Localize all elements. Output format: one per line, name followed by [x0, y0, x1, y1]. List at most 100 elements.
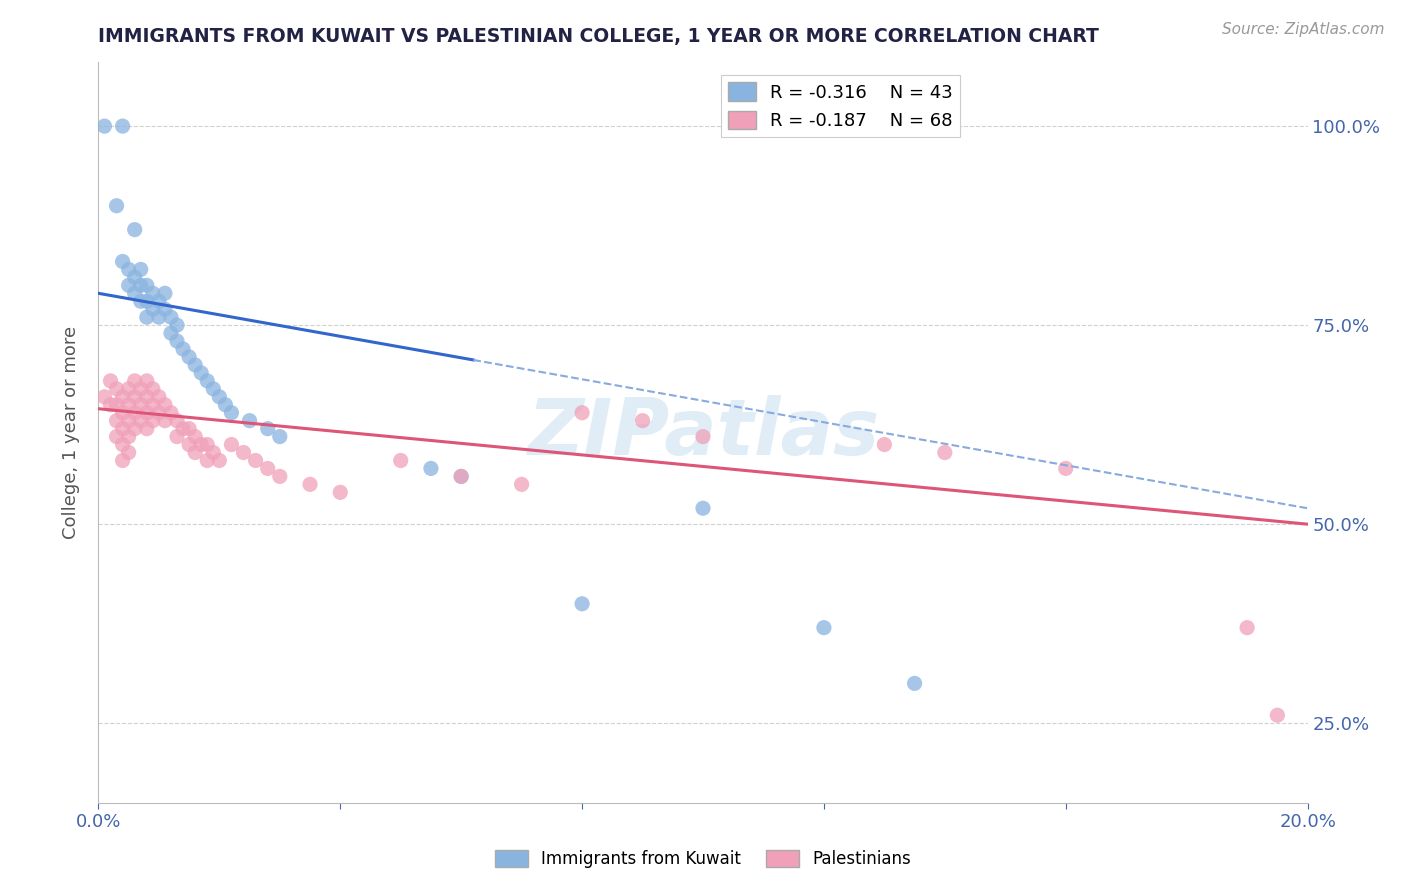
Point — [190, 437, 212, 451]
Point — [256, 461, 278, 475]
Point — [179, 350, 201, 364]
Point — [105, 382, 128, 396]
Point — [232, 445, 254, 459]
Point — [111, 406, 134, 420]
Point — [1236, 621, 1258, 635]
Point — [195, 453, 218, 467]
Y-axis label: College, 1 year or more: College, 1 year or more — [62, 326, 80, 539]
Point — [142, 382, 165, 396]
Point — [160, 406, 183, 420]
Point — [124, 422, 146, 436]
Point — [160, 310, 183, 325]
Point — [329, 485, 352, 500]
Point — [100, 374, 122, 388]
Point — [135, 374, 157, 388]
Point — [195, 374, 218, 388]
Point — [129, 414, 152, 428]
Point — [813, 621, 835, 635]
Point — [111, 453, 134, 467]
Point — [124, 390, 146, 404]
Point — [179, 422, 201, 436]
Point — [135, 422, 157, 436]
Point — [111, 119, 134, 133]
Point — [124, 222, 146, 236]
Point — [1267, 708, 1289, 723]
Point — [153, 414, 176, 428]
Point — [256, 422, 278, 436]
Point — [142, 414, 165, 428]
Point — [172, 422, 194, 436]
Point — [118, 398, 141, 412]
Point — [111, 390, 134, 404]
Point — [124, 270, 146, 285]
Point — [148, 406, 170, 420]
Point — [118, 414, 141, 428]
Legend: R = -0.316    N = 43, R = -0.187    N = 68: R = -0.316 N = 43, R = -0.187 N = 68 — [721, 75, 960, 137]
Point — [111, 437, 134, 451]
Point — [135, 406, 157, 420]
Text: ZIPatlas: ZIPatlas — [527, 394, 879, 471]
Text: Source: ZipAtlas.com: Source: ZipAtlas.com — [1222, 22, 1385, 37]
Point — [202, 445, 225, 459]
Point — [873, 437, 896, 451]
Point — [692, 501, 714, 516]
Point — [1054, 461, 1077, 475]
Point — [166, 334, 188, 348]
Point — [118, 278, 141, 293]
Point — [239, 414, 262, 428]
Point — [172, 342, 194, 356]
Point — [184, 445, 207, 459]
Point — [124, 406, 146, 420]
Point — [135, 294, 157, 309]
Point — [631, 414, 654, 428]
Point — [202, 382, 225, 396]
Point — [111, 422, 134, 436]
Point — [148, 310, 170, 325]
Point — [450, 469, 472, 483]
Point — [166, 414, 188, 428]
Point — [184, 358, 207, 372]
Point — [208, 453, 231, 467]
Point — [135, 390, 157, 404]
Point — [184, 429, 207, 443]
Point — [129, 382, 152, 396]
Point — [153, 398, 176, 412]
Point — [389, 453, 412, 467]
Point — [124, 286, 146, 301]
Point — [166, 318, 188, 333]
Point — [450, 469, 472, 483]
Point — [510, 477, 533, 491]
Point — [118, 445, 141, 459]
Point — [179, 437, 201, 451]
Point — [153, 302, 176, 317]
Point — [195, 437, 218, 451]
Point — [190, 366, 212, 380]
Point — [142, 286, 165, 301]
Point — [166, 429, 188, 443]
Point — [904, 676, 927, 690]
Point — [214, 398, 236, 412]
Point — [118, 262, 141, 277]
Point — [160, 326, 183, 340]
Point — [692, 429, 714, 443]
Point — [148, 390, 170, 404]
Point — [571, 597, 593, 611]
Point — [299, 477, 322, 491]
Point — [135, 310, 157, 325]
Point — [420, 461, 443, 475]
Point — [129, 262, 152, 277]
Point — [105, 199, 128, 213]
Point — [148, 294, 170, 309]
Point — [245, 453, 267, 467]
Point — [269, 429, 291, 443]
Point — [118, 429, 141, 443]
Point — [129, 294, 152, 309]
Point — [105, 429, 128, 443]
Point — [934, 445, 956, 459]
Point — [221, 437, 243, 451]
Point — [111, 254, 134, 268]
Legend: Immigrants from Kuwait, Palestinians: Immigrants from Kuwait, Palestinians — [488, 843, 918, 875]
Text: IMMIGRANTS FROM KUWAIT VS PALESTINIAN COLLEGE, 1 YEAR OR MORE CORRELATION CHART: IMMIGRANTS FROM KUWAIT VS PALESTINIAN CO… — [98, 27, 1099, 45]
Point — [100, 398, 122, 412]
Point — [124, 374, 146, 388]
